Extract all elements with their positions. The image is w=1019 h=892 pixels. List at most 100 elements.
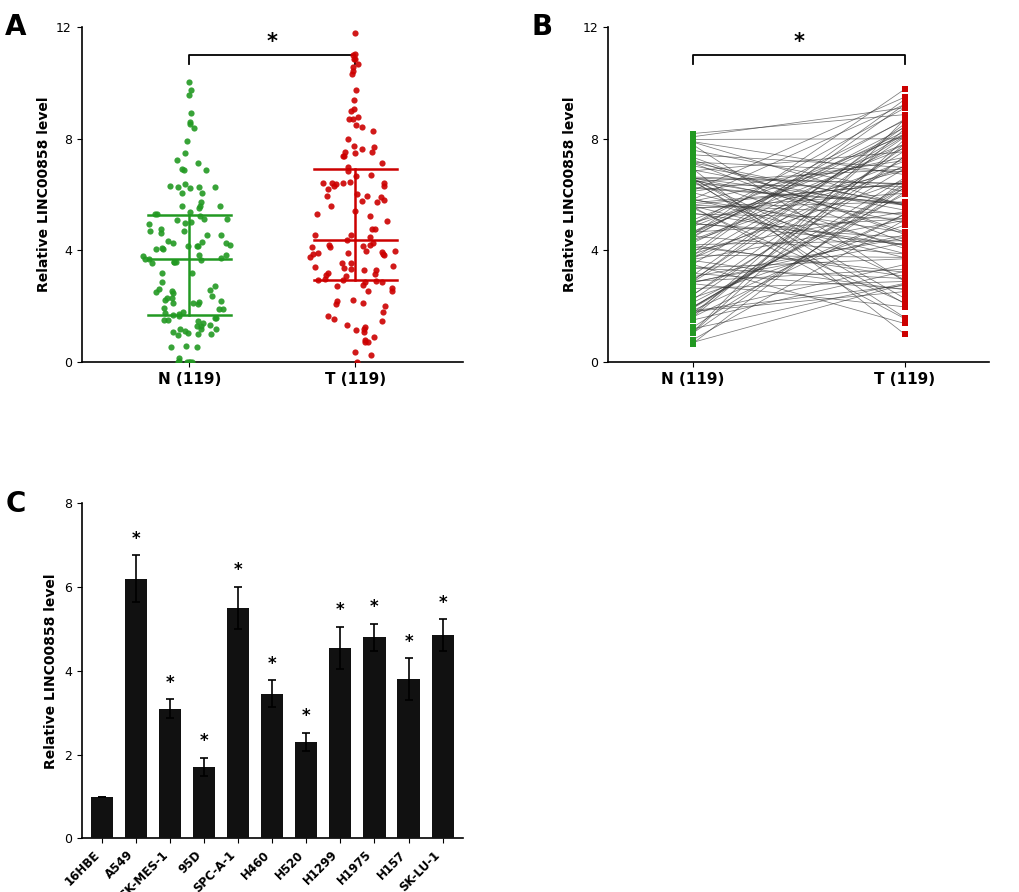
Point [211, 301, 227, 316]
Point [896, 278, 912, 293]
Point [896, 161, 912, 176]
Point [207, 179, 223, 194]
Point [684, 275, 700, 289]
Point [896, 180, 912, 194]
Point [896, 198, 912, 212]
Point [684, 155, 700, 169]
Point [356, 320, 372, 334]
Point [175, 224, 192, 238]
Point [896, 196, 912, 211]
Point [896, 168, 912, 182]
Point [184, 355, 201, 369]
Point [896, 179, 912, 194]
Point [896, 186, 912, 201]
Point [198, 163, 214, 178]
Point [896, 125, 912, 139]
Point [684, 178, 700, 192]
Point [896, 310, 912, 325]
Text: *: * [404, 632, 413, 650]
Point [896, 213, 912, 227]
Point [896, 196, 912, 211]
Point [347, 323, 364, 337]
Point [335, 149, 352, 163]
Point [684, 170, 700, 185]
Point [173, 186, 190, 200]
Point [151, 282, 167, 296]
Point [177, 324, 194, 338]
Point [896, 153, 912, 168]
Point [684, 333, 700, 347]
Point [219, 211, 235, 226]
Point [896, 127, 912, 141]
Point [896, 234, 912, 248]
Point [684, 237, 700, 252]
Text: *: * [302, 707, 311, 725]
Bar [363, 637, 385, 838]
Point [684, 127, 700, 141]
Point [191, 202, 207, 216]
Point [896, 178, 912, 192]
Point [360, 335, 376, 350]
Point [171, 354, 187, 368]
Point [164, 236, 180, 251]
Point [684, 287, 700, 301]
Point [348, 186, 365, 201]
Point [342, 103, 359, 118]
Point [896, 209, 912, 223]
Point [684, 213, 700, 227]
Point [192, 199, 208, 213]
Point [182, 106, 199, 120]
Point [896, 132, 912, 146]
Point [165, 255, 181, 269]
Point [307, 228, 323, 243]
Point [684, 269, 700, 284]
Point [384, 259, 400, 273]
Point [684, 216, 700, 230]
Point [338, 233, 355, 247]
Point [896, 317, 912, 331]
Point [684, 207, 700, 221]
Point [378, 214, 394, 228]
Point [341, 175, 358, 189]
Point [896, 82, 912, 96]
Point [684, 310, 700, 325]
Point [190, 239, 206, 253]
Point [345, 52, 362, 66]
Point [170, 351, 186, 365]
Point [154, 275, 170, 289]
Point [896, 311, 912, 326]
Point [896, 230, 912, 244]
Point [684, 273, 700, 287]
Point [339, 318, 356, 332]
Point [684, 194, 700, 209]
Point [896, 246, 912, 260]
Point [163, 340, 179, 354]
Point [684, 326, 700, 340]
Point [152, 222, 168, 236]
Point [137, 252, 153, 266]
Point [323, 199, 339, 213]
Point [386, 244, 403, 259]
Y-axis label: Relative LINC00858 level: Relative LINC00858 level [37, 96, 51, 293]
Point [376, 248, 392, 262]
Point [176, 145, 193, 160]
Point [194, 235, 210, 249]
Point [195, 316, 211, 330]
Point [354, 120, 370, 134]
Point [684, 181, 700, 195]
Bar [193, 767, 215, 838]
Point [896, 101, 912, 115]
Point [183, 266, 200, 280]
Point [319, 189, 335, 203]
Point [896, 113, 912, 128]
Point [896, 97, 912, 112]
Point [896, 327, 912, 342]
Point [339, 164, 356, 178]
Point [176, 163, 193, 178]
Bar [261, 694, 283, 838]
Point [346, 52, 363, 66]
Point [356, 325, 372, 339]
Point [181, 181, 198, 195]
Point [204, 289, 220, 303]
Point [684, 238, 700, 252]
